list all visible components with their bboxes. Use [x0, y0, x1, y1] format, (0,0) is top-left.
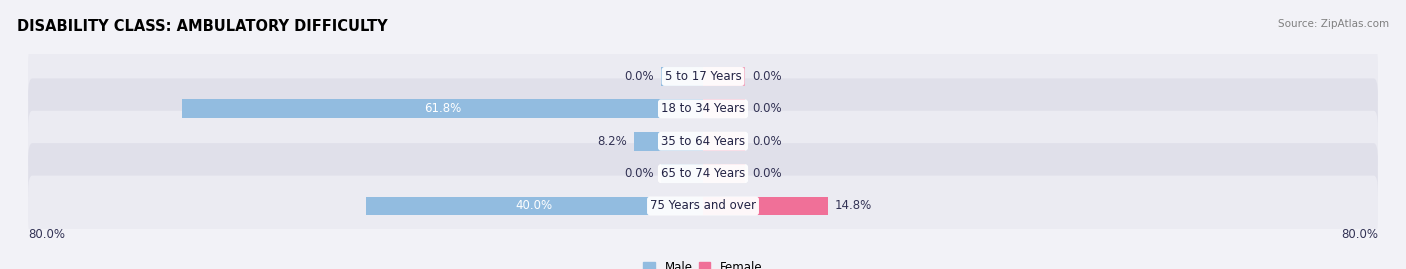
Bar — [634, 132, 703, 151]
Text: 14.8%: 14.8% — [835, 200, 872, 213]
Bar — [703, 197, 828, 215]
Text: 18 to 34 Years: 18 to 34 Years — [661, 102, 745, 115]
Bar — [366, 197, 703, 215]
Legend: Male, Female: Male, Female — [638, 256, 768, 269]
Text: 61.8%: 61.8% — [423, 102, 461, 115]
Text: 80.0%: 80.0% — [28, 228, 65, 241]
Bar — [703, 164, 745, 183]
Text: 0.0%: 0.0% — [752, 135, 782, 148]
Bar — [661, 164, 703, 183]
Text: 0.0%: 0.0% — [752, 70, 782, 83]
Text: 80.0%: 80.0% — [1341, 228, 1378, 241]
Bar — [703, 100, 745, 118]
Bar — [703, 132, 745, 151]
FancyBboxPatch shape — [28, 176, 1378, 236]
Bar — [661, 67, 703, 86]
Text: 0.0%: 0.0% — [752, 102, 782, 115]
FancyBboxPatch shape — [28, 78, 1378, 139]
Text: DISABILITY CLASS: AMBULATORY DIFFICULTY: DISABILITY CLASS: AMBULATORY DIFFICULTY — [17, 19, 388, 34]
Text: Source: ZipAtlas.com: Source: ZipAtlas.com — [1278, 19, 1389, 29]
Text: 5 to 17 Years: 5 to 17 Years — [665, 70, 741, 83]
Text: 40.0%: 40.0% — [516, 200, 553, 213]
Text: 65 to 74 Years: 65 to 74 Years — [661, 167, 745, 180]
FancyBboxPatch shape — [28, 46, 1378, 107]
Text: 0.0%: 0.0% — [752, 167, 782, 180]
Text: 8.2%: 8.2% — [598, 135, 627, 148]
Bar — [703, 67, 745, 86]
FancyBboxPatch shape — [28, 143, 1378, 204]
FancyBboxPatch shape — [28, 111, 1378, 172]
Text: 35 to 64 Years: 35 to 64 Years — [661, 135, 745, 148]
Text: 75 Years and over: 75 Years and over — [650, 200, 756, 213]
Bar — [181, 100, 703, 118]
Text: 0.0%: 0.0% — [624, 167, 654, 180]
Text: 0.0%: 0.0% — [624, 70, 654, 83]
